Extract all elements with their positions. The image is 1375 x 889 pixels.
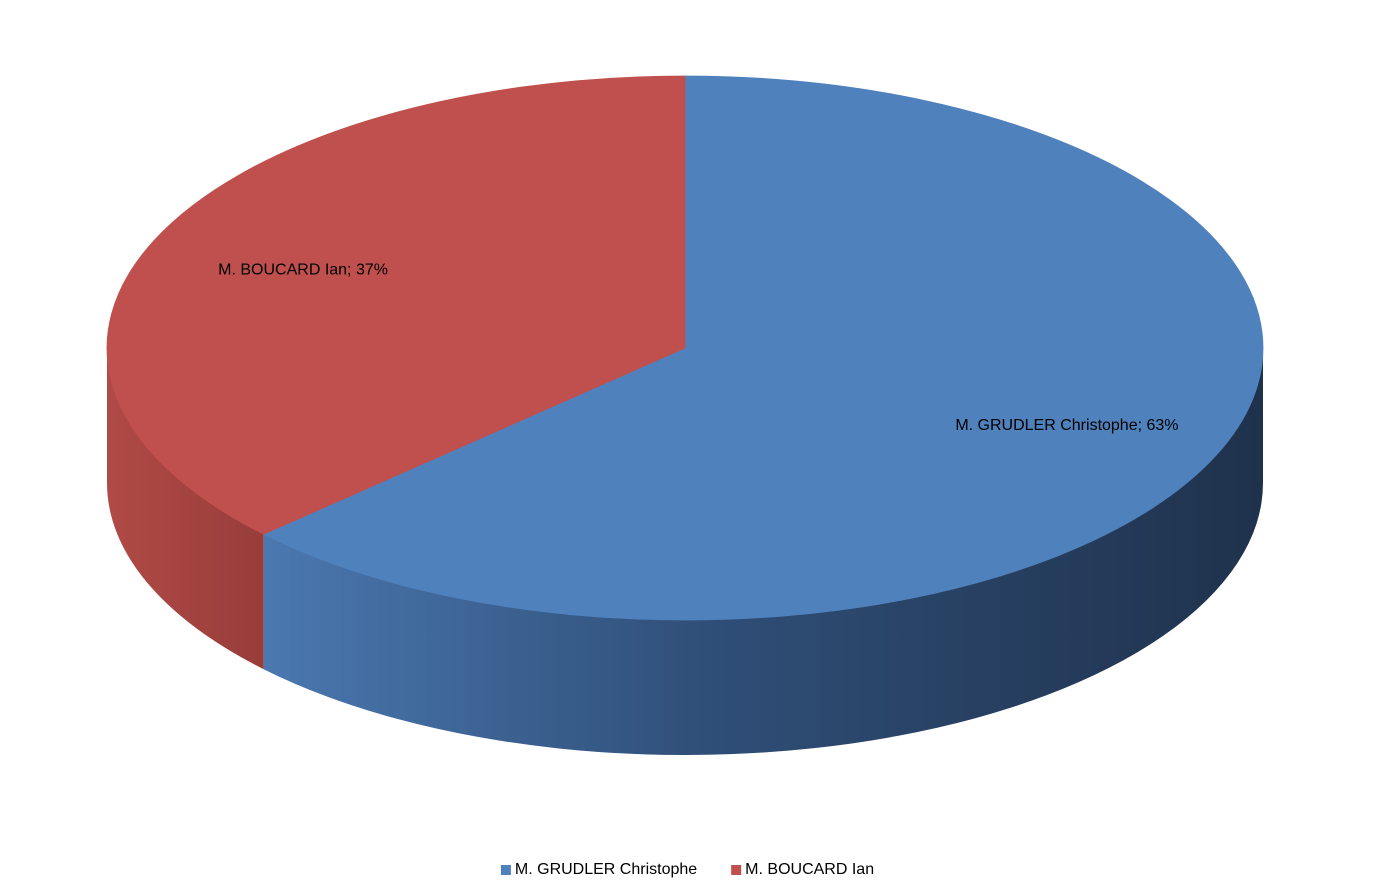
legend-label: M. BOUCARD Ian <box>745 861 874 878</box>
legend-swatch <box>500 865 511 875</box>
slice <box>262 75 1264 621</box>
slice-side <box>107 348 264 670</box>
legend-label: M. GRUDLER Christophe <box>515 861 697 878</box>
legend-swatch <box>731 865 742 875</box>
data-label: M. GRUDLER Christophe; 63% <box>955 417 1178 434</box>
legend: M. GRUDLER Christophe M. BOUCARD Ian <box>500 861 874 878</box>
slice-side <box>263 348 1263 755</box>
slice <box>106 75 686 535</box>
data-label: M. BOUCARD Ian; 37% <box>218 261 388 278</box>
